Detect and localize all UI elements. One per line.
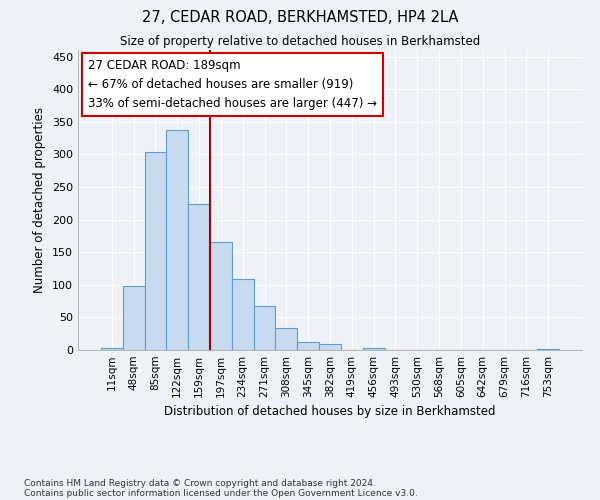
Bar — [188, 204, 210, 350]
Text: 27 CEDAR ROAD: 189sqm
← 67% of detached houses are smaller (919)
33% of semi-det: 27 CEDAR ROAD: 189sqm ← 67% of detached … — [88, 59, 377, 110]
Text: Contains HM Land Registry data © Crown copyright and database right 2024.: Contains HM Land Registry data © Crown c… — [24, 478, 376, 488]
Bar — [319, 344, 341, 350]
Text: 27, CEDAR ROAD, BERKHAMSTED, HP4 2LA: 27, CEDAR ROAD, BERKHAMSTED, HP4 2LA — [142, 10, 458, 25]
Bar — [101, 348, 123, 350]
Bar — [275, 328, 297, 350]
Bar — [297, 342, 319, 350]
Bar — [254, 306, 275, 350]
Bar — [145, 152, 166, 350]
X-axis label: Distribution of detached houses by size in Berkhamsted: Distribution of detached houses by size … — [164, 406, 496, 418]
Text: Size of property relative to detached houses in Berkhamsted: Size of property relative to detached ho… — [120, 35, 480, 48]
Bar — [210, 242, 232, 350]
Bar — [537, 348, 559, 350]
Y-axis label: Number of detached properties: Number of detached properties — [34, 107, 46, 293]
Bar — [232, 279, 254, 350]
Bar — [166, 130, 188, 350]
Text: Contains public sector information licensed under the Open Government Licence v3: Contains public sector information licen… — [24, 488, 418, 498]
Bar — [123, 286, 145, 350]
Bar — [363, 348, 385, 350]
